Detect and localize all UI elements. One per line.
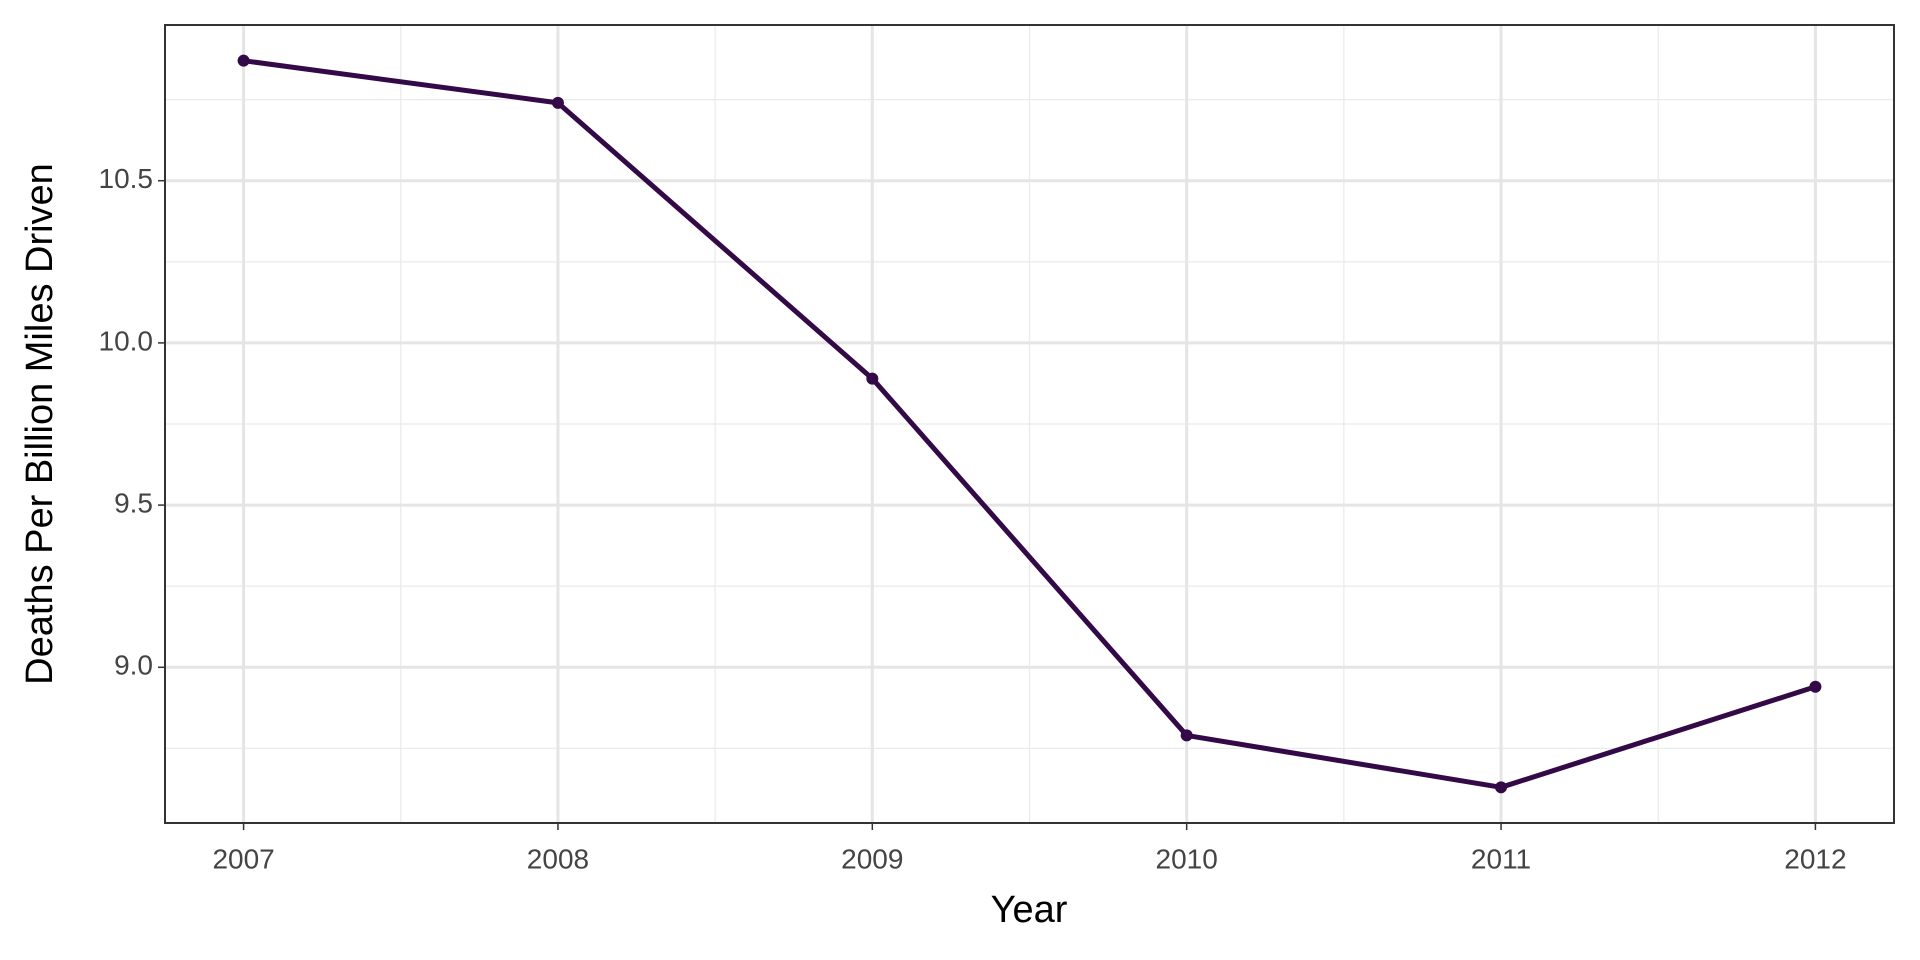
y-tick-label: 10.5 (99, 163, 154, 194)
x-tick-label: 2007 (212, 843, 274, 874)
x-tick-label: 2012 (1784, 843, 1846, 874)
point (866, 372, 879, 385)
y-tick-label: 9.0 (114, 650, 153, 681)
point (1495, 781, 1508, 794)
point (1809, 680, 1822, 693)
line (243, 58, 1817, 790)
y-axis-title: Deaths Per Billion Miles Driven (19, 163, 61, 685)
plot-border (164, 24, 1895, 824)
point (551, 96, 564, 109)
x-axis-title: Year (991, 889, 1068, 931)
x-tick-label: 2009 (841, 843, 903, 874)
y-tick-label: 9.5 (114, 487, 153, 518)
x-tick-label: 2008 (527, 843, 589, 874)
point (237, 54, 250, 67)
point (1180, 729, 1193, 742)
y-tick-label: 10.0 (99, 325, 154, 356)
x-tick-label: 2011 (1471, 843, 1531, 874)
x-tick-label: 2010 (1156, 843, 1218, 874)
